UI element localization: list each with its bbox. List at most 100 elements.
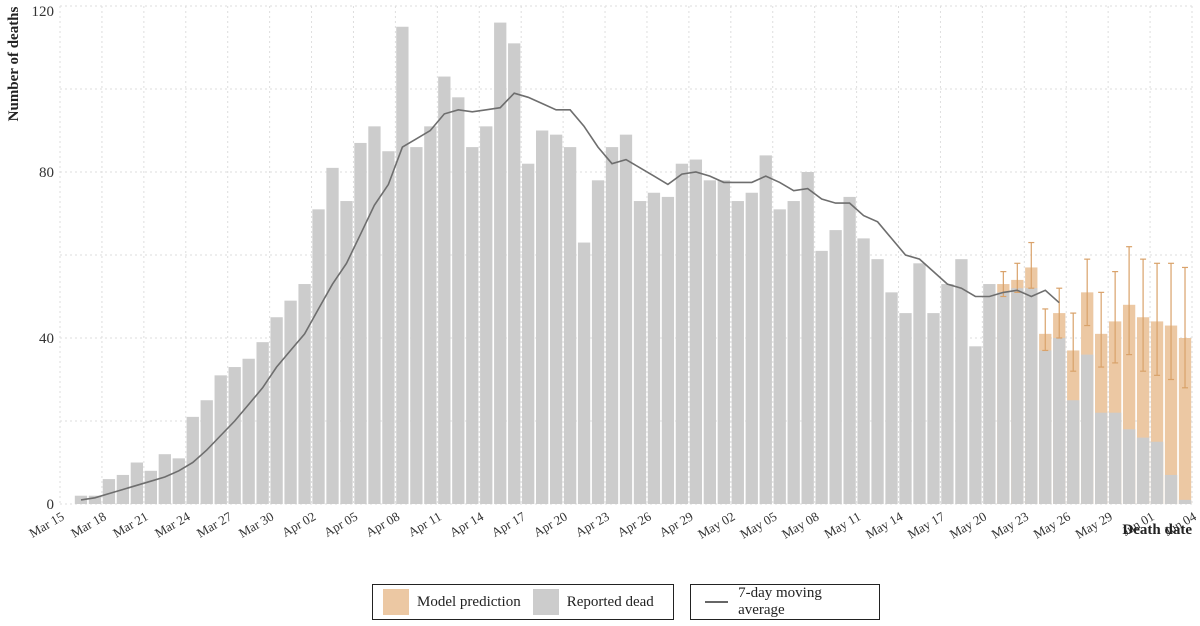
bar-reported-dead — [396, 26, 409, 504]
reported-dead-swatch — [532, 589, 559, 615]
bar-reported-dead — [815, 250, 828, 504]
bar-reported-dead — [927, 313, 940, 504]
bar-reported-dead — [703, 180, 717, 505]
bar-reported-dead — [326, 167, 339, 504]
bar-reported-dead — [340, 201, 353, 505]
legend-item-model-prediction: Model prediction — [373, 589, 521, 615]
bars — [74, 22, 1192, 505]
bar-reported-dead — [354, 142, 367, 504]
legend-label-model-prediction: Model prediction — [417, 593, 521, 610]
bar-reported-dead — [214, 375, 227, 504]
x-tick-label: May 11 — [821, 509, 863, 542]
bar-model-prediction — [1178, 338, 1192, 504]
moving-average-swatch — [705, 601, 729, 603]
bar-reported-dead — [983, 284, 996, 504]
bar-reported-dead — [228, 367, 241, 504]
bar-reported-dead — [913, 263, 926, 504]
bar-reported-dead — [494, 22, 507, 504]
bar-reported-dead — [200, 400, 213, 504]
bar-reported-dead — [899, 313, 912, 504]
bar-reported-dead — [172, 458, 185, 504]
bar-reported-dead — [941, 284, 954, 504]
bar-reported-dead — [102, 479, 116, 504]
x-tick-label: Apr 17 — [489, 508, 529, 539]
bar-reported-dead — [843, 196, 856, 504]
bar-reported-dead — [759, 155, 772, 504]
bar-reported-dead — [270, 317, 283, 504]
bar-reported-dead — [74, 495, 88, 504]
x-tick-labels: Mar 15 Mar 18 Mar 21 Mar 24 Mar 27 Mar 30 Apr … — [26, 508, 1199, 541]
y-tick-label: 80 — [39, 165, 54, 181]
legend-item-reported-dead: Reported dead — [532, 589, 654, 615]
legend-item-moving-average: 7-day moving average — [691, 585, 867, 619]
x-tick-label: Mar 24 — [152, 508, 193, 540]
bar-reported-dead — [731, 201, 744, 505]
bar-reported-dead — [955, 259, 968, 504]
bar-reported-dead — [787, 201, 800, 505]
y-tick-labels: 0 40 80 120 — [32, 4, 55, 513]
bar-reported-dead — [1108, 412, 1122, 504]
bar-reported-dead — [508, 43, 521, 504]
bar-reported-dead — [661, 196, 675, 504]
bar-reported-dead — [1122, 429, 1136, 504]
bar-reported-dead — [647, 192, 661, 504]
x-tick-label: May 14 — [863, 508, 906, 541]
bar-reported-dead — [577, 242, 591, 505]
x-tick-label: May 17 — [905, 508, 948, 541]
bar-reported-dead — [633, 201, 647, 505]
bar-reported-dead — [410, 147, 423, 504]
legend-fill: Model prediction Reported dead — [372, 584, 674, 620]
x-axis-title: Death date — [1122, 522, 1192, 538]
legend-line: 7-day moving average — [690, 584, 880, 620]
bar-reported-dead — [1136, 437, 1150, 504]
bar-reported-dead — [1067, 400, 1080, 504]
bar-reported-dead — [452, 97, 465, 505]
bar-reported-dead — [1025, 288, 1038, 504]
legend-label-reported-dead: Reported dead — [566, 593, 654, 610]
bar-reported-dead — [1164, 474, 1178, 504]
bar-reported-dead — [605, 147, 619, 504]
bar-reported-dead — [1178, 499, 1192, 504]
bar-reported-dead — [871, 259, 884, 504]
x-tick-label: Apr 02 — [279, 509, 318, 540]
bar-reported-dead — [1150, 441, 1164, 504]
x-tick-label: Apr 20 — [531, 509, 570, 540]
bar-reported-dead — [535, 130, 549, 504]
model-prediction-swatch — [383, 589, 409, 615]
x-tick-label: May 23 — [989, 509, 1031, 542]
bar-reported-dead — [466, 147, 479, 504]
bar-reported-dead — [522, 163, 535, 504]
bar-reported-dead — [242, 358, 255, 504]
bar-reported-dead — [591, 180, 605, 505]
bar-reported-dead — [801, 172, 814, 504]
x-tick-label: May 20 — [947, 509, 989, 542]
x-tick-label: May 08 — [779, 509, 821, 542]
bar-reported-dead — [969, 346, 982, 504]
bar-model-prediction — [1164, 325, 1178, 504]
bar-reported-dead — [382, 151, 395, 504]
x-tick-label: May 26 — [1031, 508, 1074, 541]
bar-reported-dead — [298, 284, 311, 504]
bar-reported-dead — [480, 126, 493, 504]
bar-reported-dead — [424, 126, 437, 504]
bar-reported-dead — [144, 470, 157, 504]
bar-reported-dead — [549, 134, 563, 504]
bar-reported-dead — [717, 180, 730, 505]
bar-reported-dead — [284, 300, 297, 504]
x-tick-label: Mar 27 — [194, 508, 235, 540]
x-tick-label: Apr 08 — [363, 509, 402, 540]
x-tick-label: Apr 14 — [447, 508, 487, 539]
x-tick-label: Mar 15 — [26, 509, 66, 541]
bar-reported-dead — [312, 209, 325, 504]
x-tick-label: Mar 30 — [236, 509, 276, 541]
x-tick-label: Apr 23 — [573, 509, 612, 540]
bar-reported-dead — [857, 238, 870, 504]
bar-reported-dead — [158, 454, 171, 504]
moving-average-line — [80, 92, 1060, 501]
x-tick-label: Apr 29 — [657, 509, 696, 540]
bar-reported-dead — [368, 126, 381, 504]
bar-reported-dead — [829, 230, 842, 504]
bar-reported-dead — [1081, 354, 1094, 504]
x-tick-label: Apr 26 — [615, 508, 655, 539]
